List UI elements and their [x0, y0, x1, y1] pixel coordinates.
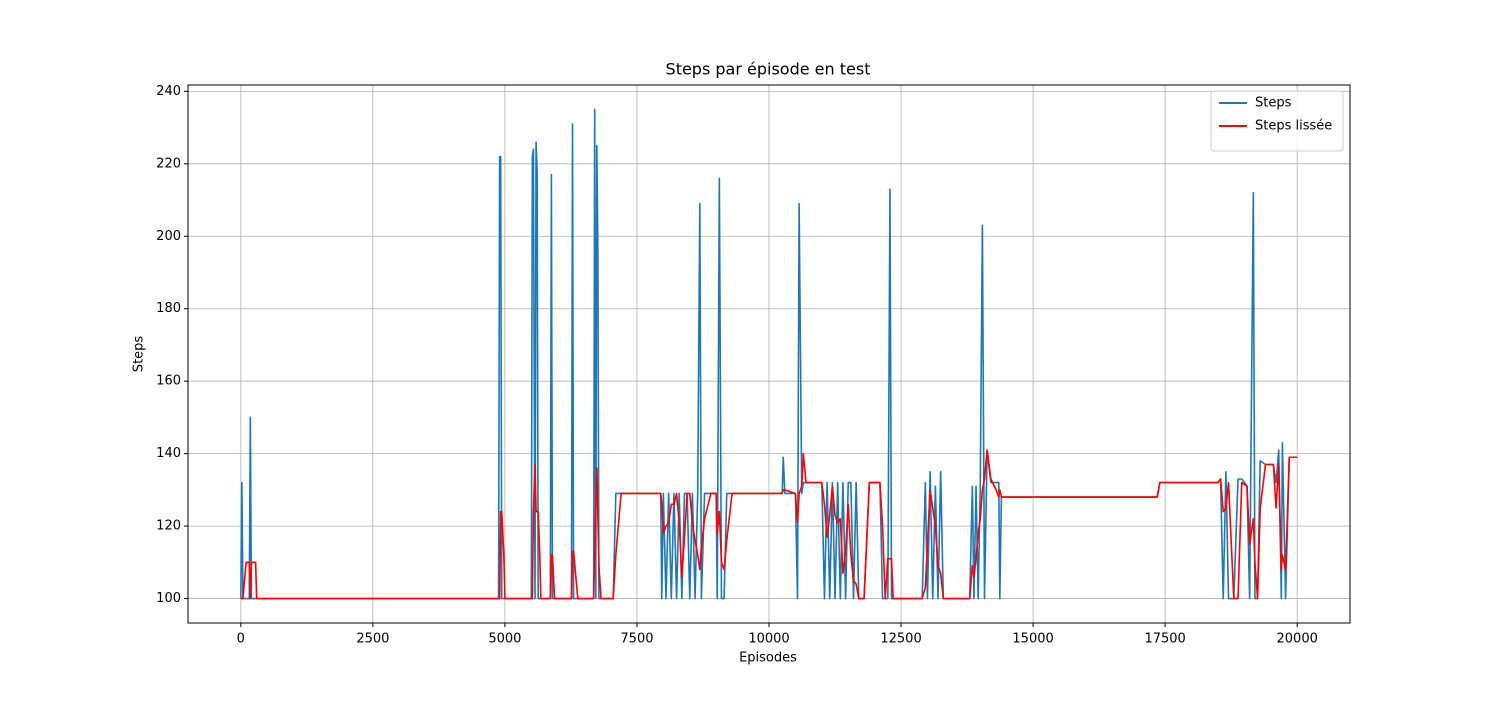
x-tick-label: 5000 [488, 632, 521, 647]
y-tick-label: 240 [156, 84, 181, 99]
chart-title: Steps par épisode en test [666, 60, 871, 79]
data-line [240, 449, 1298, 600]
y-tick-label: 220 [156, 156, 181, 171]
y-tick-label: 180 [156, 301, 181, 316]
legend-label: Steps [1255, 96, 1292, 111]
y-tick-label: 200 [156, 229, 181, 244]
x-axis-label: Episodes [739, 651, 797, 666]
x-tick-label: 12500 [880, 632, 921, 647]
x-tick-label: 17500 [1144, 632, 1185, 647]
y-axis-label: Steps [132, 336, 147, 373]
y-tick-label: 100 [156, 591, 181, 606]
plot-frame [187, 84, 1351, 624]
legend-box [1210, 90, 1344, 152]
y-tick-label: 160 [156, 374, 181, 389]
x-tick-label: 2500 [356, 632, 389, 647]
y-tick-label: 120 [156, 519, 181, 534]
x-tick-label: 0 [237, 632, 245, 647]
legend-label: Steps lissée [1255, 119, 1332, 134]
x-tick-label: 10000 [748, 632, 789, 647]
x-tick-label: 15000 [1012, 632, 1053, 647]
x-tick-label: 7500 [620, 632, 653, 647]
x-tick-label: 20000 [1277, 632, 1318, 647]
y-tick-label: 140 [156, 446, 181, 461]
